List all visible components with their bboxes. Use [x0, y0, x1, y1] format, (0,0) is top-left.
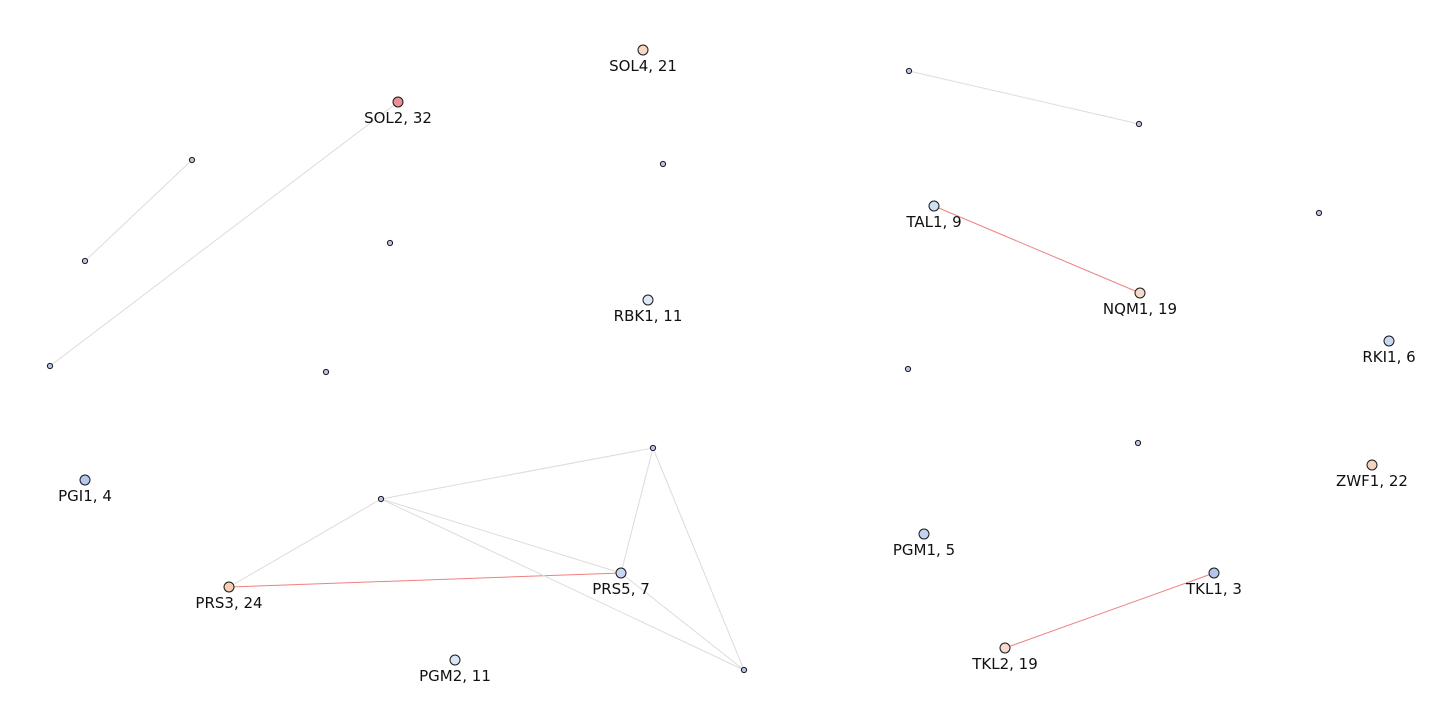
edge-sol2-a4: [49, 101, 399, 367]
node-label-zwf1: ZWF1, 22: [1336, 472, 1408, 490]
node-a14[interactable]: [1134, 439, 1142, 447]
node-a4[interactable]: [46, 362, 54, 370]
edge-tal1-nqm1: [933, 205, 1141, 294]
node-rbk1[interactable]: [642, 294, 654, 306]
edge-a11-prs5: [620, 447, 654, 574]
edge-a12-a11: [380, 447, 654, 500]
node-a5[interactable]: [1135, 120, 1143, 128]
node-a10[interactable]: [904, 365, 912, 373]
node-pgi1[interactable]: [79, 474, 91, 486]
node-label-tal1: TAL1, 9: [905, 213, 961, 231]
edge-prs5-a13: [620, 572, 745, 671]
node-prs3[interactable]: [223, 581, 235, 593]
node-a13[interactable]: [740, 666, 748, 674]
edge-a11-a13: [652, 447, 745, 671]
node-rki1[interactable]: [1383, 335, 1395, 347]
node-label-prs5: PRS5, 7: [592, 580, 650, 598]
edge-a12-a13: [380, 498, 745, 671]
node-label-tkl2: TKL2, 19: [971, 655, 1038, 673]
node-pgm1[interactable]: [918, 528, 930, 540]
node-label-tkl1: TKL1, 3: [1185, 580, 1242, 598]
edge-prs3-a12: [228, 498, 382, 588]
node-a8[interactable]: [1315, 209, 1323, 217]
node-a7[interactable]: [386, 239, 394, 247]
node-a3[interactable]: [81, 257, 89, 265]
node-pgm2[interactable]: [449, 654, 461, 666]
edge-tkl1-tkl2: [1004, 572, 1215, 649]
node-label-pgm2: PGM2, 11: [419, 667, 491, 685]
edge-a2-a3: [84, 159, 193, 262]
node-tal1[interactable]: [928, 200, 940, 212]
node-a12[interactable]: [377, 495, 385, 503]
node-label-pgm1: PGM1, 5: [893, 541, 955, 559]
node-a11[interactable]: [649, 444, 657, 452]
node-label-sol2: SOL2, 32: [364, 109, 432, 127]
node-a9[interactable]: [322, 368, 330, 376]
node-label-pgi1: PGI1, 4: [58, 487, 112, 505]
labels-layer: SOL4, 21 SOL2, 32 TAL1, 9 NQM1, 19 RBK1, 11 R…: [58, 57, 1416, 685]
node-label-rki1: RKI1, 6: [1362, 348, 1415, 366]
node-a6[interactable]: [659, 160, 667, 168]
edge-a5-a6: [908, 70, 1140, 125]
node-zwf1[interactable]: [1366, 459, 1378, 471]
node-tkl1[interactable]: [1208, 567, 1220, 579]
edge-prs3-prs5: [228, 572, 622, 588]
node-sol2[interactable]: [392, 96, 404, 108]
node-label-rbk1: RBK1, 11: [614, 307, 683, 325]
node-nqm1[interactable]: [1134, 287, 1146, 299]
node-label-prs3: PRS3, 24: [195, 594, 262, 612]
node-label-nqm1: NQM1, 19: [1103, 300, 1177, 318]
node-a1[interactable]: [905, 67, 913, 75]
nodes-layer: [46, 44, 1395, 674]
node-a2[interactable]: [188, 156, 196, 164]
node-sol4[interactable]: [637, 44, 649, 56]
edges-layer: [49, 70, 1215, 671]
node-tkl2[interactable]: [999, 642, 1011, 654]
edge-a12-prs5: [380, 498, 622, 574]
node-label-sol4: SOL4, 21: [609, 57, 677, 75]
node-prs5[interactable]: [615, 567, 627, 579]
